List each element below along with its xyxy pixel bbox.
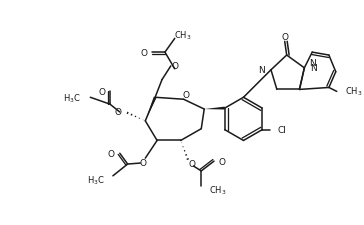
Text: O: O [189,159,196,168]
Text: O: O [108,149,115,158]
Text: N: N [258,66,265,75]
Text: O: O [98,88,105,97]
Text: H$_3$C: H$_3$C [87,174,105,186]
Text: O: O [182,90,189,99]
Text: N: N [309,59,316,68]
Text: N: N [310,64,317,73]
Text: O: O [115,108,122,117]
Text: CH$_3$: CH$_3$ [345,85,362,97]
Text: O: O [219,157,226,166]
Text: H$_3$C: H$_3$C [63,92,80,104]
Text: CH$_3$: CH$_3$ [209,184,227,196]
Text: O: O [171,62,178,71]
Text: O: O [140,48,147,57]
Polygon shape [145,97,157,121]
Polygon shape [204,107,225,110]
Text: O: O [281,33,288,42]
Text: CH$_3$: CH$_3$ [174,29,191,41]
Text: Cl: Cl [278,126,287,135]
Text: O: O [140,158,147,167]
